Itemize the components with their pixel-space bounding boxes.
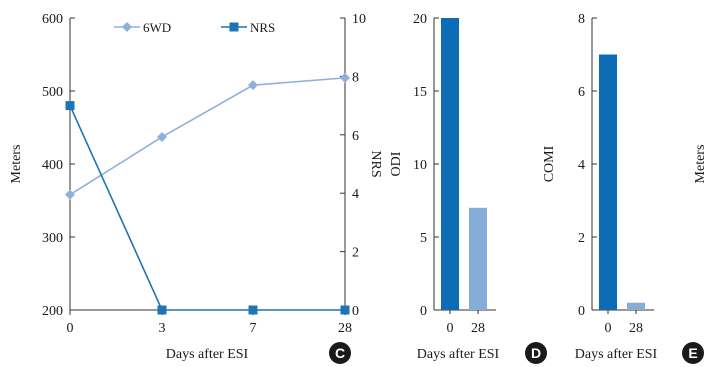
panel-c-x-tick-label: 3 <box>159 321 166 336</box>
panel-c-ylabel: Meters <box>9 145 24 184</box>
panel-e-y-tick-label: 8 <box>578 12 585 27</box>
panel-c-left-tick-label: 400 <box>42 158 63 173</box>
panel-e-bar-day-0 <box>599 54 617 310</box>
panel-e-y-tick-label: 4 <box>578 158 585 173</box>
panel-e-x-tick-label: 0 <box>605 321 612 336</box>
panel-e-bars <box>599 54 645 310</box>
panel-c-badge-letter: C <box>335 345 345 361</box>
panel-d-x-tick-label: 28 <box>471 321 485 336</box>
panel-c-x-tick-label: 7 <box>250 321 257 336</box>
panel-c-series <box>65 72 350 315</box>
panel-c-x-ticks: 0 3 7 28 <box>67 310 352 336</box>
panel-d-ylabel: ODI <box>389 151 404 176</box>
panel-d-bar-day-28 <box>469 207 487 310</box>
series-line-6wd <box>69 77 346 196</box>
panel-c-right-tick-label: 2 <box>352 246 359 261</box>
panel-c-right-tick-label: 4 <box>352 187 359 202</box>
series-point-nrs <box>248 305 258 315</box>
next-panel-ylabel: Meters <box>693 145 707 184</box>
series-line-nrs <box>69 105 345 311</box>
panel-c-badge: C <box>329 342 351 364</box>
panel-d: 0 5 10 15 20 0 28 ODI Days after ESI D <box>389 12 547 364</box>
panel-c-right-ticks: 0 2 4 6 8 10 <box>340 12 366 319</box>
panel-e-ticks: 0 2 4 6 8 0 28 <box>578 12 643 336</box>
panel-c-legend: 6WD NRS <box>114 20 275 35</box>
series-point-nrs <box>340 305 350 315</box>
legend-label-nrs: NRS <box>250 20 275 35</box>
panel-c-left-tick-label: 300 <box>42 231 63 246</box>
panel-c-x-tick-label: 28 <box>338 321 352 336</box>
series-point-nrs <box>65 101 75 111</box>
panel-e-xlabel: Days after ESI <box>575 347 658 362</box>
panel-c-ylabel-right: NRS <box>368 150 383 177</box>
panel-d-badge-letter: D <box>531 345 541 361</box>
panel-d-y-tick-label: 15 <box>413 85 427 100</box>
panel-c-right-tick-label: 6 <box>352 129 359 144</box>
panel-e-bar-day-28 <box>627 302 645 310</box>
panel-e: 0 2 4 6 8 0 28 COMI Days after ESI E <box>542 12 704 364</box>
series-point-6wd <box>157 131 167 142</box>
panel-d-x-tick-label: 0 <box>447 321 454 336</box>
panel-d-bars <box>441 18 487 310</box>
panel-d-y-tick-label: 5 <box>420 231 427 246</box>
panel-e-badge-circle <box>682 342 704 364</box>
panel-c-right-tick-label: 10 <box>352 12 366 27</box>
panel-c-xlabel: Days after ESI <box>166 347 249 362</box>
panel-d-badge: D <box>525 342 547 364</box>
series-point-6wd <box>65 189 75 200</box>
legend-marker-nrs <box>229 22 239 32</box>
panel-e-y-tick-label: 6 <box>578 85 585 100</box>
panel-d-y-tick-label: 0 <box>420 304 427 319</box>
panel-c: 200 300 400 500 600 0 2 4 6 8 10 0 3 7 28 Meters NRS… <box>9 12 383 364</box>
series-point-6wd <box>340 72 350 83</box>
panel-d-bar-day-0 <box>441 18 459 310</box>
panel-c-right-tick-label: 8 <box>352 70 359 85</box>
panel-e-ylabel: COMI <box>542 145 557 182</box>
panel-c-left-ticks: 200 300 400 500 600 <box>42 12 75 319</box>
panel-d-y-tick-label: 10 <box>413 158 427 173</box>
panel-d-y-tick-label: 20 <box>413 12 427 27</box>
panel-d-badge-circle <box>525 342 547 364</box>
panel-e-badge: E <box>682 342 704 364</box>
panel-c-left-tick-label: 200 <box>42 304 63 319</box>
panel-c-x-tick-label: 0 <box>67 321 74 336</box>
panel-e-y-tick-label: 2 <box>578 231 585 246</box>
panel-c-left-tick-label: 500 <box>42 85 63 100</box>
series-point-nrs <box>157 305 167 315</box>
panel-e-x-tick-label: 28 <box>629 321 643 336</box>
panel-d-xlabel: Days after ESI <box>417 347 500 362</box>
panel-e-badge-letter: E <box>688 345 697 361</box>
panel-d-ticks: 0 5 10 15 20 0 28 <box>413 12 485 336</box>
series-point-6wd <box>248 80 258 91</box>
legend-label-6wd: 6WD <box>143 20 171 35</box>
panel-c-badge-circle <box>329 342 351 364</box>
panel-c-left-tick-label: 600 <box>42 12 63 27</box>
legend-marker-6wd <box>122 22 132 32</box>
panel-e-y-tick-label: 0 <box>578 304 585 319</box>
panel-c-right-tick-label: 0 <box>352 304 359 319</box>
